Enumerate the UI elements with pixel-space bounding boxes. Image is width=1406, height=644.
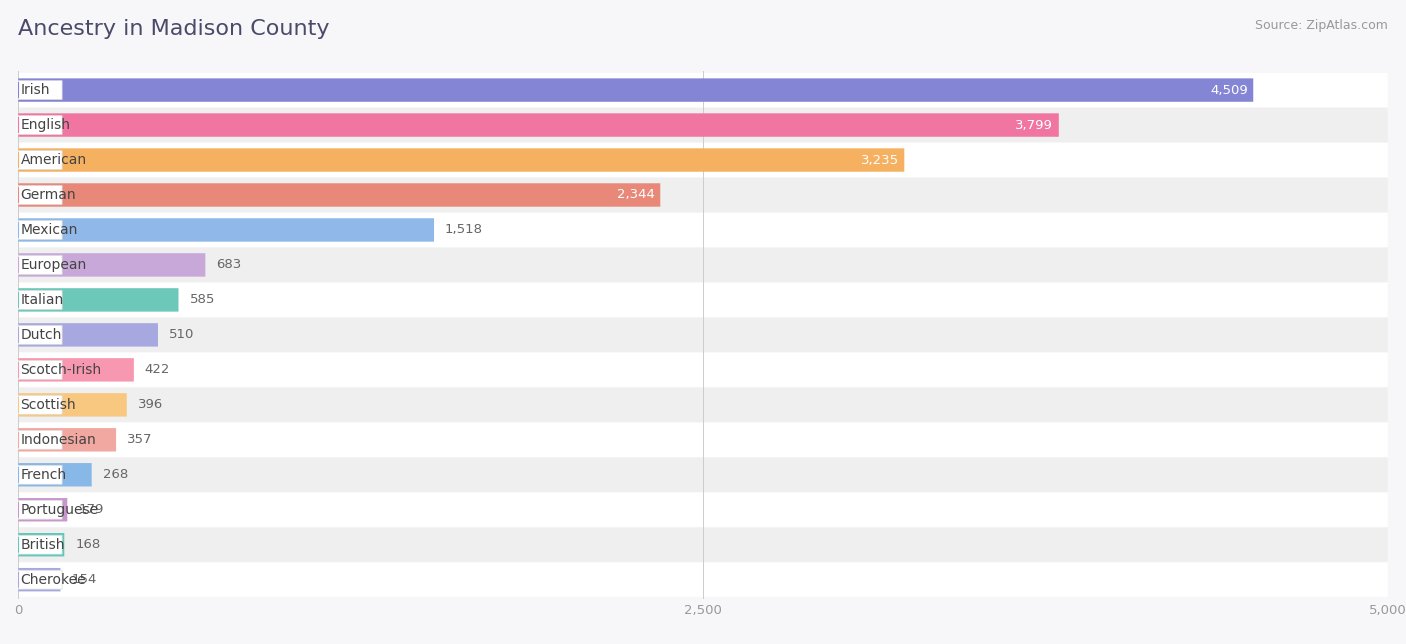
Text: 3,799: 3,799 — [1015, 118, 1053, 131]
FancyBboxPatch shape — [18, 466, 62, 484]
Text: 585: 585 — [190, 294, 215, 307]
Text: Cherokee: Cherokee — [21, 573, 86, 587]
FancyBboxPatch shape — [18, 570, 62, 589]
Text: European: European — [21, 258, 87, 272]
Text: 4,509: 4,509 — [1211, 84, 1247, 97]
Text: 179: 179 — [79, 503, 104, 516]
FancyBboxPatch shape — [18, 430, 62, 450]
Text: Portuguese: Portuguese — [21, 503, 98, 516]
FancyBboxPatch shape — [18, 256, 62, 274]
FancyBboxPatch shape — [18, 358, 134, 381]
FancyBboxPatch shape — [18, 535, 62, 554]
Text: 2,344: 2,344 — [617, 189, 655, 202]
FancyBboxPatch shape — [18, 498, 67, 522]
FancyBboxPatch shape — [18, 108, 1388, 142]
FancyBboxPatch shape — [18, 458, 1388, 492]
Text: 357: 357 — [127, 433, 152, 446]
FancyBboxPatch shape — [18, 185, 62, 204]
FancyBboxPatch shape — [18, 289, 179, 312]
Text: 1,518: 1,518 — [444, 223, 484, 236]
FancyBboxPatch shape — [18, 568, 60, 591]
Text: Italian: Italian — [21, 293, 63, 307]
FancyBboxPatch shape — [18, 148, 904, 172]
Text: Mexican: Mexican — [21, 223, 77, 237]
Text: Ancestry in Madison County: Ancestry in Madison County — [18, 19, 330, 39]
FancyBboxPatch shape — [18, 113, 1059, 137]
FancyBboxPatch shape — [18, 248, 1388, 282]
FancyBboxPatch shape — [18, 213, 1388, 247]
FancyBboxPatch shape — [18, 317, 1388, 352]
Text: Indonesian: Indonesian — [21, 433, 96, 447]
FancyBboxPatch shape — [18, 361, 62, 379]
Text: Source: ZipAtlas.com: Source: ZipAtlas.com — [1254, 19, 1388, 32]
FancyBboxPatch shape — [18, 395, 62, 414]
FancyBboxPatch shape — [18, 73, 1388, 107]
Text: Irish: Irish — [21, 83, 51, 97]
FancyBboxPatch shape — [18, 563, 1388, 597]
Text: French: French — [21, 468, 66, 482]
Text: 683: 683 — [217, 258, 242, 271]
FancyBboxPatch shape — [18, 80, 62, 100]
Text: British: British — [21, 538, 65, 552]
FancyBboxPatch shape — [18, 533, 65, 556]
Text: English: English — [21, 118, 70, 132]
Text: Scotch-Irish: Scotch-Irish — [21, 363, 101, 377]
Text: 3,235: 3,235 — [860, 153, 898, 167]
FancyBboxPatch shape — [18, 220, 62, 240]
FancyBboxPatch shape — [18, 325, 62, 345]
FancyBboxPatch shape — [18, 218, 434, 242]
FancyBboxPatch shape — [18, 463, 91, 486]
Text: 154: 154 — [72, 573, 97, 586]
FancyBboxPatch shape — [18, 178, 1388, 212]
FancyBboxPatch shape — [18, 151, 62, 169]
Text: 168: 168 — [76, 538, 100, 551]
FancyBboxPatch shape — [18, 428, 117, 451]
FancyBboxPatch shape — [18, 323, 157, 346]
Text: Scottish: Scottish — [21, 398, 76, 412]
FancyBboxPatch shape — [18, 353, 1388, 387]
FancyBboxPatch shape — [18, 500, 62, 519]
Text: German: German — [21, 188, 76, 202]
FancyBboxPatch shape — [18, 283, 1388, 317]
FancyBboxPatch shape — [18, 290, 62, 309]
Text: Dutch: Dutch — [21, 328, 62, 342]
Text: 510: 510 — [169, 328, 194, 341]
FancyBboxPatch shape — [18, 388, 1388, 422]
FancyBboxPatch shape — [18, 422, 1388, 457]
FancyBboxPatch shape — [18, 393, 127, 417]
FancyBboxPatch shape — [18, 253, 205, 277]
FancyBboxPatch shape — [18, 184, 661, 207]
FancyBboxPatch shape — [18, 527, 1388, 562]
Text: 422: 422 — [145, 363, 170, 376]
FancyBboxPatch shape — [18, 143, 1388, 177]
Text: 268: 268 — [103, 468, 128, 481]
Text: 396: 396 — [138, 399, 163, 412]
FancyBboxPatch shape — [18, 116, 62, 135]
Text: American: American — [21, 153, 87, 167]
FancyBboxPatch shape — [18, 79, 1253, 102]
FancyBboxPatch shape — [18, 493, 1388, 527]
